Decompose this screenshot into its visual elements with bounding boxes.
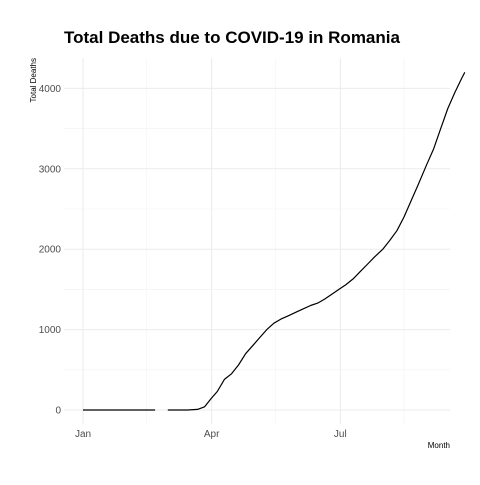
y-tick-label-3000: 3000 — [39, 164, 62, 175]
series-lines — [83, 72, 466, 411]
x-axis-title: Month — [428, 441, 450, 450]
y-tick-label-2000: 2000 — [39, 245, 62, 256]
x-tick-label-jul: Jul — [334, 429, 347, 440]
y-tick-label-4000: 4000 — [39, 84, 62, 95]
x-tick-label-jan: Jan — [75, 429, 91, 440]
series-line-segment-1 — [167, 72, 466, 411]
chart-title: Total Deaths due to COVID-19 in Romania — [64, 28, 400, 47]
y-tick-label-1000: 1000 — [39, 325, 62, 336]
x-tick-label-apr: Apr — [204, 429, 220, 440]
tick-labels: 0 1000 2000 3000 4000 Jan Apr Jul — [39, 84, 347, 440]
y-tick-label-0: 0 — [55, 406, 61, 417]
grid-lines — [64, 58, 450, 424]
y-axis-title: Total Deaths — [29, 58, 38, 102]
